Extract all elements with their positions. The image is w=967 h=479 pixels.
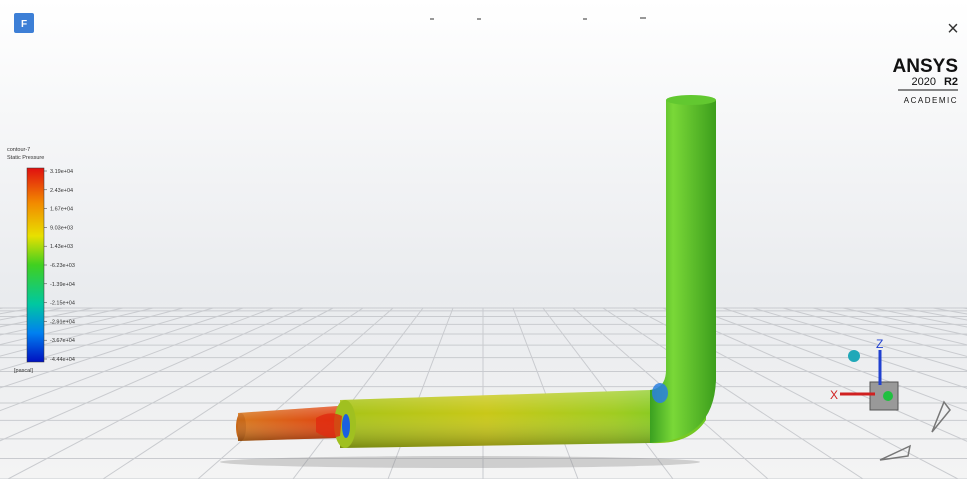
legend-label: 1.67e+04 — [50, 207, 73, 213]
legend-label: -2.15e+04 — [50, 301, 75, 307]
legend-label: 1.43e+03 — [50, 244, 73, 250]
close-button[interactable]: × — [947, 18, 959, 40]
shadow — [220, 456, 700, 468]
triad-x: X — [830, 388, 838, 402]
legend-label: -6.23e+03 — [50, 263, 75, 269]
app-icon-label: F — [21, 19, 27, 30]
legend-label: -3.67e+04 — [50, 338, 75, 344]
triad-z: Z — [876, 337, 883, 351]
brand-name: ANSYS — [893, 56, 958, 77]
legend-contour: contour-7 — [7, 147, 30, 153]
fluent-viewport: F × ANSYS 2020 R2 ACADEMIC contour-7 Sta… — [0, 0, 967, 479]
brand-release: R2 — [944, 76, 958, 88]
legend-label: 2.43e+04 — [50, 188, 73, 194]
legend-label: -2.91e+04 — [50, 319, 75, 325]
brand-version: 2020 — [912, 76, 936, 88]
brand-edition: ACADEMIC — [904, 96, 958, 105]
colorbar — [27, 168, 44, 362]
legend-label: -1.39e+04 — [50, 282, 75, 288]
legend-label: 3.19e+04 — [50, 169, 73, 175]
legend-field: Static Pressure — [7, 155, 44, 161]
legend-label: 9.03e+03 — [50, 225, 73, 231]
legend-unit: [pascal] — [14, 368, 33, 374]
legend-label: -4.44e+04 — [50, 357, 75, 363]
